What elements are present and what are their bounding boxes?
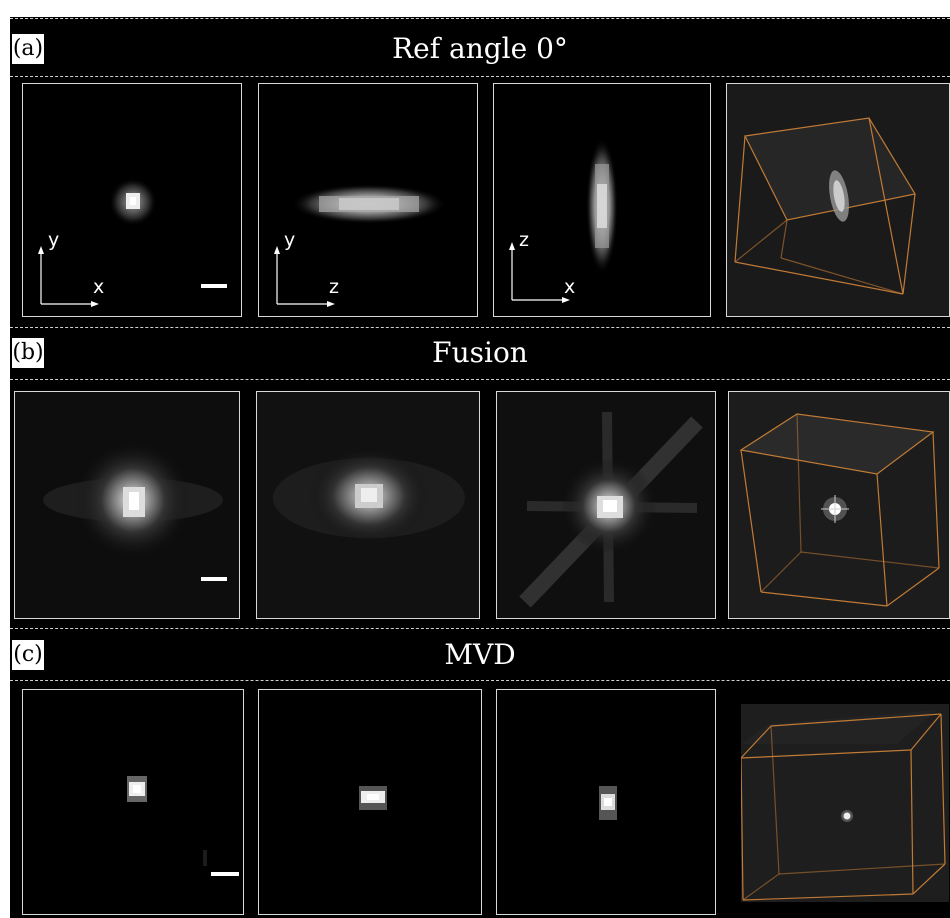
psf-image: [599, 786, 617, 820]
row-a-zx-panel: z x: [493, 83, 711, 317]
row-a-xy-panel: y x: [22, 83, 242, 317]
psf-image: [127, 776, 207, 866]
row-a-3d-render-panel: [726, 83, 950, 317]
psf-3d-box: [727, 84, 949, 316]
psf-image: [586, 138, 618, 274]
row-c-xy-panel: [22, 689, 244, 915]
row-b-zx-panel: [496, 391, 716, 619]
scale-bar: [201, 577, 227, 581]
separator-line: [10, 18, 950, 19]
psf-image: [497, 392, 715, 618]
axis-indicator: y x: [38, 229, 104, 307]
axis-label-vertical: y: [48, 229, 59, 251]
axis-label-horizontal: x: [93, 276, 104, 298]
row-b-label: (b): [12, 338, 44, 368]
row-c-zx-panel: [496, 689, 716, 915]
separator-line: [10, 76, 950, 77]
axis-indicator: z x: [509, 229, 575, 303]
scale-bar: [211, 872, 239, 876]
row-b-title: Fusion: [432, 336, 528, 369]
row-a-yz-panel: y z: [258, 83, 478, 317]
psf-3d-box: [741, 704, 949, 902]
psf-image: [359, 786, 387, 810]
row-b-xy-panel: [14, 391, 240, 619]
figure: (a) Ref angle 0° y x: [10, 17, 950, 918]
psf-3d-box: [729, 392, 949, 618]
psf-image: [109, 178, 157, 226]
separator-line: [10, 628, 950, 629]
psf-image: [15, 392, 239, 618]
axis-label-vertical: z: [519, 229, 529, 251]
separator-line: [10, 680, 950, 681]
scale-bar: [201, 284, 227, 288]
row-c-yz-panel: [258, 689, 482, 915]
row-c-3d-render-panel: [740, 703, 950, 903]
axis-label-vertical: y: [284, 229, 295, 251]
row-c-title: MVD: [444, 638, 516, 671]
axis-indicator: y z: [274, 229, 339, 307]
row-a-title: Ref angle 0°: [392, 32, 568, 65]
axis-label-horizontal: z: [329, 276, 339, 298]
row-b-3d-render-panel: [728, 391, 950, 619]
row-b-yz-panel: [256, 391, 480, 619]
separator-line: [10, 379, 950, 380]
axis-label-horizontal: x: [564, 276, 575, 298]
row-c-label: (c): [12, 640, 44, 670]
psf-image: [257, 392, 479, 618]
psf-image: [291, 184, 447, 224]
row-a-label: (a): [12, 34, 44, 64]
separator-line: [10, 327, 950, 328]
